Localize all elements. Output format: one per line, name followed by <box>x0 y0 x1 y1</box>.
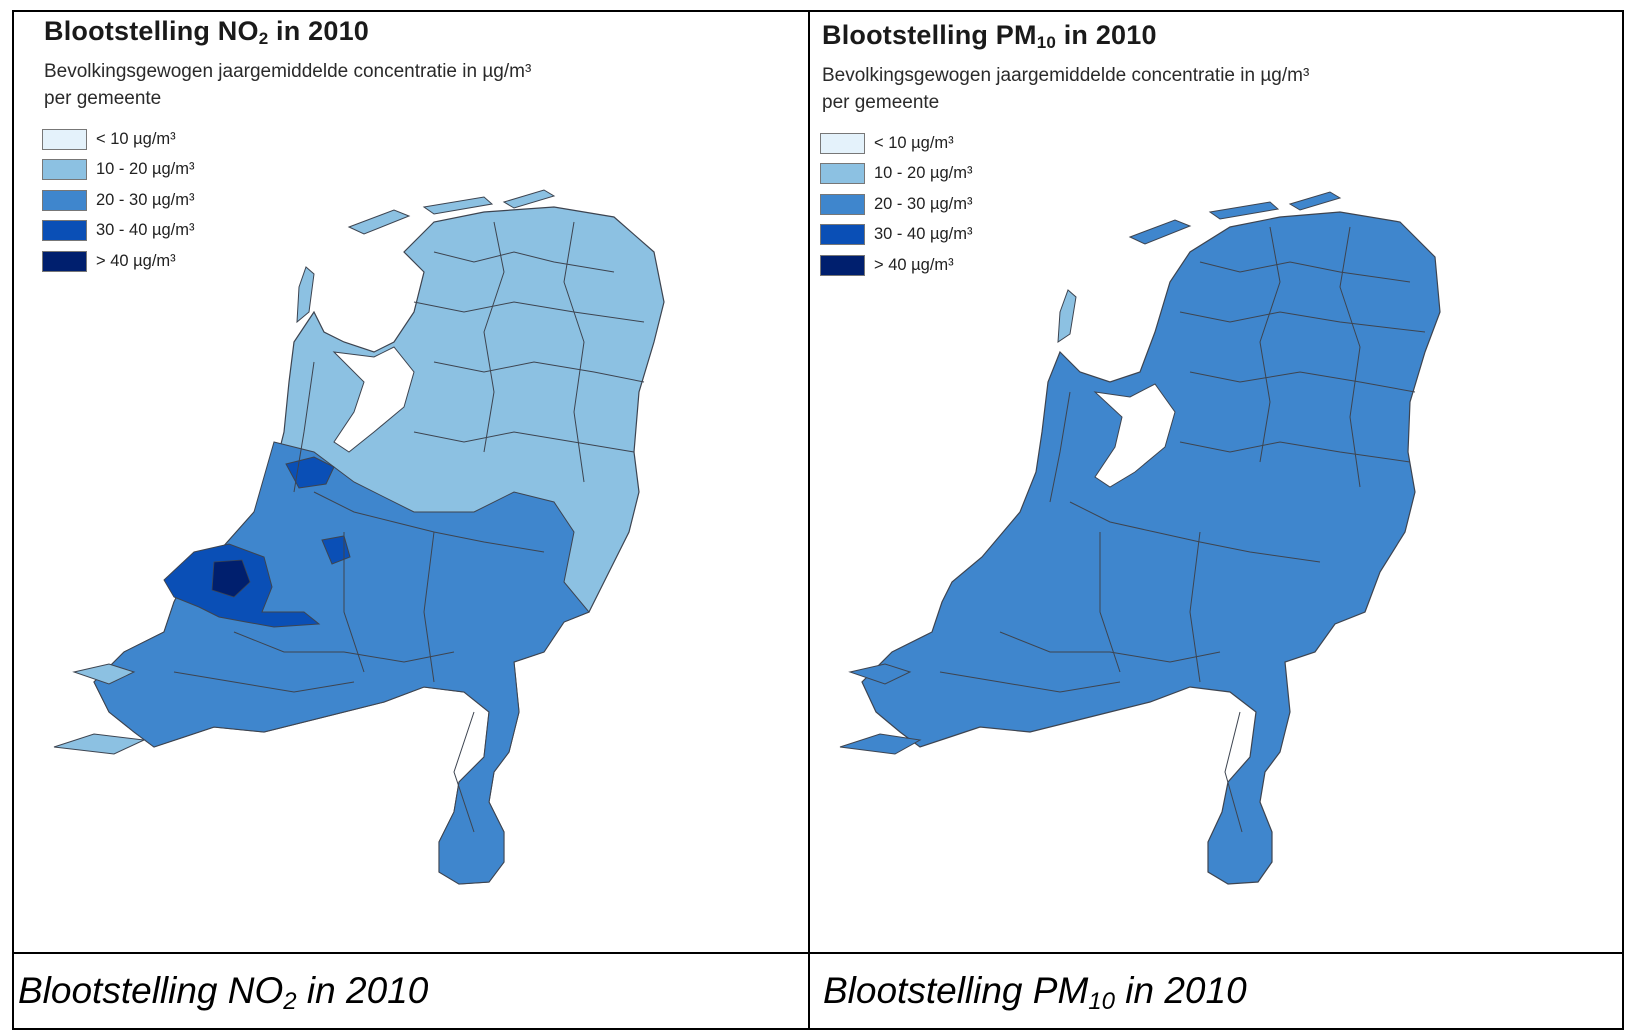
legend-swatch <box>820 163 865 185</box>
pm10-map <box>839 191 1441 885</box>
table-frame <box>12 10 1624 1030</box>
legend-swatch <box>42 159 87 181</box>
legend-label: 10 - 20 µg/m³ <box>874 164 973 183</box>
legend-label: > 40 µg/m³ <box>96 251 176 270</box>
pm10-map-subtitle: Bevolkingsgewogen jaargemiddelde concent… <box>822 65 1310 113</box>
no2-wadden-islands <box>296 189 556 324</box>
netherlands-outline <box>861 211 1441 885</box>
pm10-municipal-borders <box>939 226 1426 833</box>
legend-swatch <box>820 132 865 154</box>
no2-zone-utrecht <box>321 535 351 565</box>
no2-map-panel: Blootstelling NO2 in 2010 Bevolkingsgewo… <box>14 12 808 952</box>
no2-legend-row: 30 - 40 µg/m³ <box>42 216 194 247</box>
legend-swatch <box>42 128 87 150</box>
no2-land <box>53 189 665 885</box>
pm10-caption: Blootstelling PM10 in 2010 <box>823 970 1247 1015</box>
legend-swatch <box>820 224 865 246</box>
pm10-land <box>839 191 1441 885</box>
legend-label: 20 - 30 µg/m³ <box>96 190 195 209</box>
no2-zone-rotterdam-core <box>211 559 251 598</box>
legend-swatch <box>42 189 87 211</box>
legend-swatch <box>42 250 87 272</box>
pm10-legend-row: > 40 µg/m³ <box>820 250 972 281</box>
no2-map-subtitle: Bevolkingsgewogen jaargemiddelde concent… <box>44 61 532 109</box>
no2-legend: < 10 µg/m³ 10 - 20 µg/m³ 20 - 30 µg/m³ 3… <box>42 124 194 277</box>
legend-label: 30 - 40 µg/m³ <box>96 221 195 240</box>
legend-label: 20 - 30 µg/m³ <box>874 194 973 213</box>
pm10-legend-row: 20 - 30 µg/m³ <box>820 189 972 220</box>
legend-swatch <box>820 193 865 215</box>
legend-swatch <box>820 254 865 276</box>
no2-legend-row: < 10 µg/m³ <box>42 124 194 155</box>
no2-caption: Blootstelling NO2 in 2010 <box>18 970 429 1015</box>
legend-swatch <box>42 220 87 242</box>
legend-label: < 10 µg/m³ <box>874 133 954 152</box>
no2-legend-row: 10 - 20 µg/m³ <box>42 155 194 186</box>
legend-label: 10 - 20 µg/m³ <box>96 160 195 179</box>
pm10-ijsselmeer <box>1093 383 1176 488</box>
pm10-legend-row: 10 - 20 µg/m³ <box>820 159 972 190</box>
legend-label: 30 - 40 µg/m³ <box>874 225 973 244</box>
legend-label: < 10 µg/m³ <box>96 129 176 148</box>
column-divider <box>808 10 810 1030</box>
pm10-legend-row: 30 - 40 µg/m³ <box>820 220 972 251</box>
no2-municipal-borders <box>173 221 645 833</box>
no2-map <box>53 189 665 885</box>
pm10-map-title: Blootstelling PM10 in 2010 <box>822 20 1157 52</box>
pm10-wadden-islands-east <box>1128 191 1342 245</box>
no2-zeeland-islands <box>53 663 146 755</box>
pm10-wadden-islands <box>1057 289 1077 343</box>
legend-label: > 40 µg/m³ <box>874 255 954 274</box>
pm10-legend: < 10 µg/m³ 10 - 20 µg/m³ 20 - 30 µg/m³ 3… <box>820 128 972 281</box>
no2-legend-row: > 40 µg/m³ <box>42 246 194 277</box>
no2-legend-row: 20 - 30 µg/m³ <box>42 185 194 216</box>
no2-zone-amsterdam <box>285 456 335 489</box>
no2-zone-20-30 <box>93 441 590 885</box>
pm10-legend-row: < 10 µg/m³ <box>820 128 972 159</box>
pm10-map-panel: Blootstelling PM10 in 2010 Bevolkingsgew… <box>810 12 1622 952</box>
no2-map-title: Blootstelling NO2 in 2010 <box>44 16 370 48</box>
caption-divider <box>12 952 1624 954</box>
pm10-zeeland-islands <box>839 663 922 755</box>
no2-ijsselmeer <box>332 346 415 453</box>
